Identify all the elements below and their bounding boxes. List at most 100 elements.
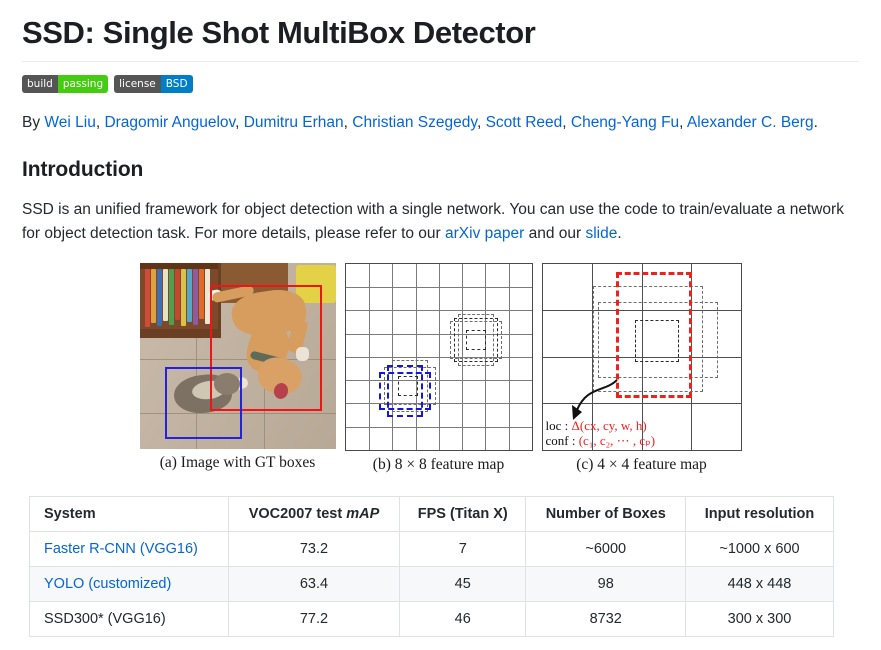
panel-a-caption: (a) Image with GT boxes xyxy=(159,454,316,472)
cell-fps: 46 xyxy=(399,601,527,638)
authors-sep-1: , xyxy=(235,113,244,131)
author-link-alexander-c-berg[interactable]: Alexander C. Berg xyxy=(686,113,814,131)
conf-label: conf : xyxy=(545,433,576,449)
yellow-object xyxy=(295,265,336,304)
intro-text-part-3: . xyxy=(617,224,622,242)
authors-sep-2: , xyxy=(343,113,353,131)
book xyxy=(180,269,186,327)
column-header-resolution: Input resolution xyxy=(685,496,834,533)
tile-line xyxy=(139,359,336,361)
cell-system: Faster R-CNN (VGG16) xyxy=(29,531,229,568)
loc-conf-annotation: loc : Δ(cx, cy, w, h) conf : (c₁, c₂, ⋯ … xyxy=(546,418,656,449)
license-badge-right-label: BSD xyxy=(160,74,193,93)
books-row xyxy=(144,269,210,328)
system-link-faster-rcnn[interactable]: Faster R-CNN (VGG16) xyxy=(44,541,198,558)
shelf-top xyxy=(139,263,218,270)
book xyxy=(144,269,150,328)
cell-boxes: 8732 xyxy=(525,601,686,638)
grid-line xyxy=(542,357,741,359)
conf-annotation-row: conf : (c₁, c₂, ⋯ , cₚ) xyxy=(546,433,656,448)
book xyxy=(150,269,156,324)
section-heading-introduction: Introduction xyxy=(22,158,144,182)
default-box xyxy=(634,320,679,363)
feature-map-grid-4x4: loc : Δ(cx, cy, w, h) conf : (c₁, c₂, ⋯ … xyxy=(541,263,742,452)
column-header-system: System xyxy=(29,496,229,533)
book xyxy=(162,269,168,322)
panel-b-caption: (b) 8 × 8 feature map xyxy=(372,456,505,474)
bookshelf xyxy=(139,263,221,339)
cell-map: 63.4 xyxy=(227,566,401,603)
author-link-scott-reed[interactable]: Scott Reed xyxy=(485,113,563,131)
author-link-christian-szegedy[interactable]: Christian Szegedy xyxy=(352,113,477,131)
introduction-paragraph: SSD is an unified framework for object d… xyxy=(22,198,858,245)
grid-line xyxy=(345,334,532,336)
results-table: System VOC2007 test mAP FPS (Titan X) Nu… xyxy=(29,496,834,638)
cat-head xyxy=(213,373,240,396)
author-link-dragomir-anguelov[interactable]: Dragomir Anguelov xyxy=(104,113,236,131)
default-box xyxy=(453,318,498,363)
slide-link[interactable]: slide xyxy=(585,224,618,242)
authors-sep-3: , xyxy=(476,113,486,131)
cell-fps: 45 xyxy=(399,566,527,603)
default-box xyxy=(457,314,494,367)
results-table-head: System VOC2007 test mAP FPS (Titan X) Nu… xyxy=(29,496,834,533)
arxiv-paper-link[interactable]: arXiv paper xyxy=(445,224,525,242)
matched-default-box xyxy=(615,272,692,399)
conf-value: (c₁, c₂, ⋯ , cₚ) xyxy=(578,433,656,449)
cell-resolution: ~1000 x 600 xyxy=(685,531,834,568)
authors-line: By Wei Liu, Dragomir Anguelov, Dumitru E… xyxy=(22,111,859,134)
author-link-cheng-yang-fu[interactable]: Cheng-Yang Fu xyxy=(570,113,680,131)
intro-text-part-1: SSD is an unified framework for object d… xyxy=(22,201,844,242)
default-box xyxy=(465,330,486,351)
authors-suffix: . xyxy=(813,113,818,131)
loc-label: loc : xyxy=(545,417,569,433)
book xyxy=(156,269,162,327)
grid-line xyxy=(345,357,532,359)
tile-line xyxy=(139,413,336,415)
matched-default-box xyxy=(386,365,423,418)
cell-map: 73.2 xyxy=(227,531,401,568)
page-title: SSD: Single Shot MultiBox Detector xyxy=(22,14,859,62)
book xyxy=(192,269,198,326)
dog-paw xyxy=(295,347,309,362)
table-row: SSD300* (VGG16) 77.2 46 8732 300 x 300 xyxy=(29,601,834,638)
author-link-wei-liu[interactable]: Wei Liu xyxy=(44,113,96,131)
loc-annotation-row: loc : Δ(cx, cy, w, h) xyxy=(546,418,656,433)
book xyxy=(198,269,204,320)
default-box xyxy=(383,367,436,406)
grid-line xyxy=(345,427,532,429)
shelf-base xyxy=(139,329,218,339)
figure-panel-a: (a) Image with GT boxes xyxy=(139,263,336,472)
cell-resolution: 300 x 300 xyxy=(685,601,834,638)
authors-sep-4: , xyxy=(562,113,571,131)
grid-line xyxy=(345,380,532,382)
book xyxy=(174,269,180,321)
grid-line xyxy=(345,403,532,405)
panel-b-body xyxy=(344,263,533,452)
license-badge[interactable]: license BSD xyxy=(114,74,193,93)
grid-line xyxy=(542,403,741,405)
table-row: YOLO (customized) 63.4 45 98 448 x 448 xyxy=(29,566,834,603)
grid-line xyxy=(345,310,532,312)
system-link-yolo[interactable]: YOLO (customized) xyxy=(44,576,172,593)
build-status-badge[interactable]: build passing xyxy=(22,74,109,93)
column-header-map: VOC2007 test mAP xyxy=(227,496,401,533)
author-link-dumitru-erhan[interactable]: Dumitru Erhan xyxy=(243,113,344,131)
table-header-row: System VOC2007 test mAP FPS (Titan X) Nu… xyxy=(29,496,834,533)
matched-default-box xyxy=(378,372,431,411)
dog-ground-truth-box xyxy=(209,285,322,412)
build-badge-right-label: passing xyxy=(57,74,109,93)
cell-resolution: 448 x 448 xyxy=(685,566,834,603)
cat-ground-truth-box xyxy=(164,367,242,440)
authors-prefix: By xyxy=(22,113,45,131)
ground-truth-photo xyxy=(139,263,336,450)
grid-line xyxy=(345,287,532,289)
default-box xyxy=(449,321,502,360)
cell-map: 77.2 xyxy=(227,601,401,638)
cell-boxes: ~6000 xyxy=(525,531,686,568)
figure-panel-b: (b) 8 × 8 feature map xyxy=(344,263,533,474)
book xyxy=(168,269,174,326)
authors-sep-5: , xyxy=(679,113,687,131)
build-badge-left-label: build xyxy=(22,74,58,93)
